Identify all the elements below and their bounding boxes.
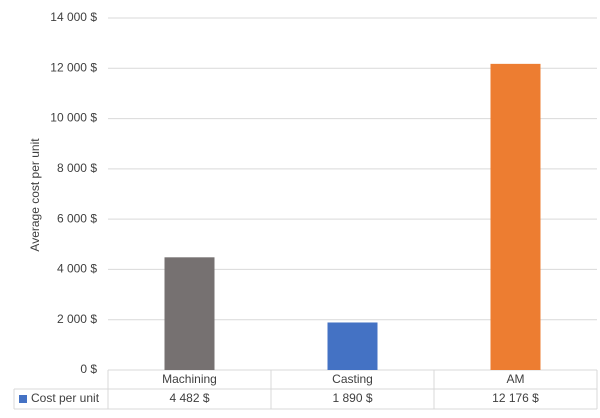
y-tick-label: 10 000 $ <box>50 111 97 125</box>
x-tick-label: AM <box>507 372 525 386</box>
data-table-value: 1 890 $ <box>332 391 372 405</box>
bar <box>327 322 378 370</box>
y-tick-label: 14 000 $ <box>50 10 97 24</box>
data-table-value: 4 482 $ <box>169 391 209 405</box>
bar <box>490 63 541 371</box>
y-tick-label: 4 000 $ <box>57 262 97 276</box>
x-tick-label: Casting <box>332 372 373 386</box>
y-tick-label: 6 000 $ <box>57 211 97 225</box>
legend-key <box>19 395 27 403</box>
bar <box>164 257 215 370</box>
y-tick-label: 8 000 $ <box>57 161 97 175</box>
legend-label: Cost per unit <box>31 391 100 405</box>
y-tick-label: 12 000 $ <box>50 60 97 74</box>
y-tick-label: 2 000 $ <box>57 312 97 326</box>
x-tick-label: Machining <box>162 372 217 386</box>
y-axis-label: Average cost per unit <box>28 138 42 252</box>
y-tick-label: 0 $ <box>80 362 97 376</box>
data-table-value: 12 176 $ <box>492 391 539 405</box>
